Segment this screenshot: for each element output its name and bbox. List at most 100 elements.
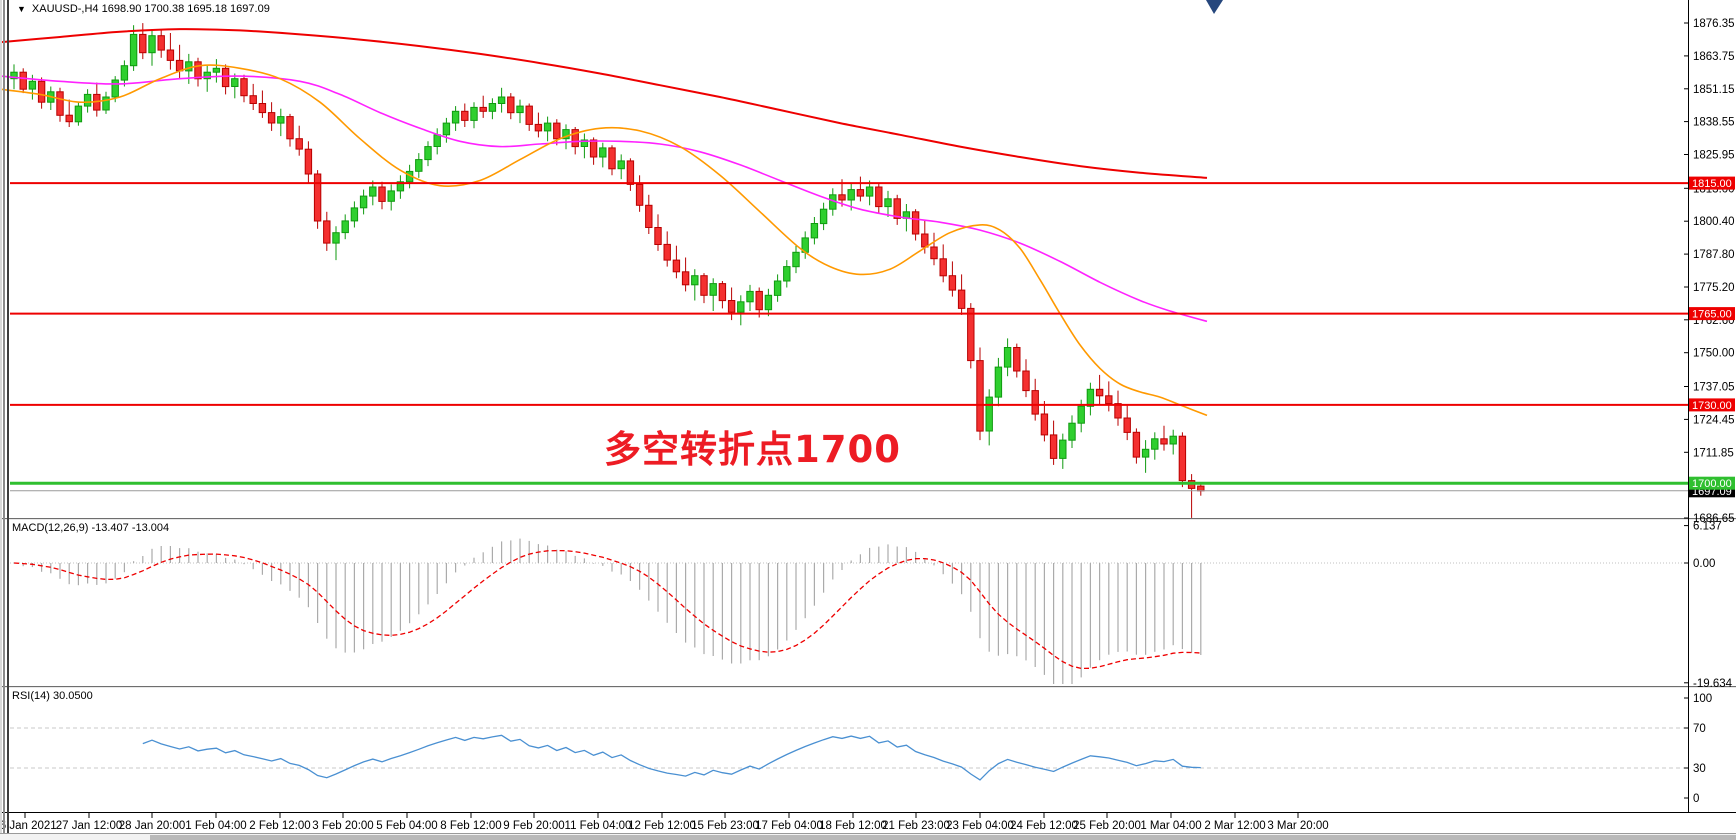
price-level-label-box — [1689, 476, 1735, 490]
candle — [1068, 422, 1076, 441]
price-annotation[interactable]: 多空转折点1700 — [604, 428, 901, 471]
price-scale[interactable]: 1876.351863.751851.151838.551825.951813.… — [1684, 0, 1735, 812]
price-level-label: 1700.00 — [1692, 478, 1732, 490]
candle — [507, 96, 515, 114]
candle — [1132, 431, 1141, 458]
candle — [221, 67, 230, 88]
candle — [212, 67, 221, 73]
rsi-scale-label: 70 — [1693, 723, 1706, 735]
candle — [534, 123, 543, 132]
price-level-label-box — [1689, 307, 1735, 321]
candle — [286, 116, 294, 140]
price-tick-label: 1750.00 — [1693, 348, 1735, 360]
candle — [1178, 435, 1187, 482]
candle — [755, 290, 763, 311]
candle — [120, 65, 129, 81]
candle — [599, 147, 607, 158]
candle — [267, 112, 276, 124]
candle — [111, 79, 119, 98]
candle — [608, 147, 616, 170]
candle — [893, 198, 901, 219]
candle — [672, 259, 681, 273]
time-label: 9 Feb 20:00 — [503, 820, 564, 832]
candle — [553, 122, 561, 140]
price-tick-label: 1851.15 — [1693, 84, 1735, 96]
candle — [497, 96, 506, 104]
time-label: 11 Feb 04:00 — [565, 820, 632, 832]
ma-orange[interactable] — [0, 64, 1208, 417]
candle — [580, 139, 589, 147]
candle — [764, 294, 773, 311]
candle — [175, 59, 184, 72]
candle — [746, 290, 754, 303]
candle — [258, 103, 267, 114]
candle — [967, 307, 975, 362]
candle — [819, 208, 828, 225]
time-label: 26 Jan 2021 — [0, 820, 57, 832]
candle — [249, 95, 257, 104]
candle — [488, 103, 497, 112]
candle — [1160, 438, 1168, 445]
time-label: 3 Mar 20:00 — [1267, 820, 1328, 832]
candle — [976, 360, 984, 432]
candle — [74, 105, 83, 123]
candle — [516, 105, 524, 114]
time-label: 27 Jan 12:00 — [56, 820, 123, 832]
candle — [589, 139, 598, 158]
candle — [277, 116, 285, 124]
price-level-label-box — [1689, 176, 1735, 190]
candle — [157, 35, 165, 51]
rsi-indicator-label: RSI(14) 30.0500 — [12, 690, 93, 702]
time-label: 3 Feb 20:00 — [312, 820, 373, 832]
time-label: 28 Jan 20:00 — [119, 820, 186, 832]
scrollbar-thumb[interactable] — [150, 835, 1736, 840]
candle — [810, 223, 819, 239]
candle — [525, 105, 533, 125]
candle — [387, 190, 395, 202]
candle — [415, 159, 423, 172]
time-label: 2 Feb 12:00 — [249, 820, 310, 832]
candle — [139, 33, 147, 54]
symbol-ohlc-text: XAUUSD-,H4 1698.90 1700.38 1695.18 1697.… — [31, 3, 270, 15]
candle — [102, 96, 110, 111]
candle — [240, 78, 248, 97]
ma-red[interactable] — [0, 28, 1208, 179]
candle — [792, 251, 800, 268]
candle — [19, 71, 27, 90]
candle — [884, 198, 892, 208]
h-scrollbar[interactable] — [0, 833, 1736, 840]
symbol-info: ▼ XAUUSD-,H4 1698.90 1700.38 1695.18 1697… — [17, 3, 270, 15]
candle — [985, 396, 993, 432]
price-tick-label: 1876.35 — [1693, 18, 1735, 30]
rsi-scale-label: 0 — [1693, 793, 1699, 805]
candle — [847, 189, 855, 201]
candle — [56, 91, 64, 116]
candle — [865, 186, 874, 197]
price-level-label: 1815.00 — [1692, 178, 1732, 190]
candle — [479, 106, 487, 112]
candle — [838, 194, 846, 201]
ma-magenta[interactable] — [0, 75, 1208, 323]
price-tick-label: 1686.65 — [1693, 513, 1735, 525]
macd-scale-label: 0.00 — [1693, 558, 1715, 570]
candle — [1013, 347, 1021, 372]
price-level-label-box — [1689, 398, 1735, 412]
candle — [1031, 390, 1039, 415]
candle — [442, 122, 451, 136]
candle — [663, 243, 671, 261]
candle — [930, 246, 938, 260]
collapse-icon[interactable]: ▼ — [17, 4, 26, 14]
candle — [451, 110, 460, 124]
time-label: 5 Feb 04:00 — [376, 820, 437, 832]
candle — [65, 114, 73, 123]
candle — [359, 195, 368, 209]
candle — [369, 186, 377, 197]
rsi-scale-label: 100 — [1693, 693, 1712, 705]
candle — [323, 220, 331, 244]
candle — [1059, 439, 1067, 459]
price-tick-label: 1800.40 — [1693, 216, 1735, 228]
time-label: 17 Feb 04:00 — [755, 820, 823, 832]
window-left-border — [7, 0, 9, 840]
